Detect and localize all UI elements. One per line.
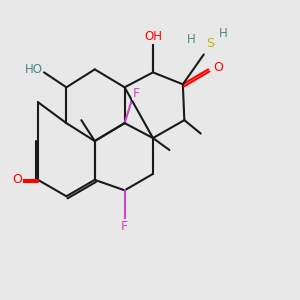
Text: S: S — [206, 38, 214, 50]
Text: OH: OH — [144, 30, 162, 43]
Text: F: F — [132, 87, 140, 100]
Text: F: F — [121, 220, 128, 232]
Text: HO: HO — [25, 63, 43, 76]
Text: H: H — [187, 33, 195, 46]
Text: O: O — [12, 173, 22, 186]
Text: H: H — [219, 27, 227, 40]
Text: O: O — [214, 61, 224, 74]
